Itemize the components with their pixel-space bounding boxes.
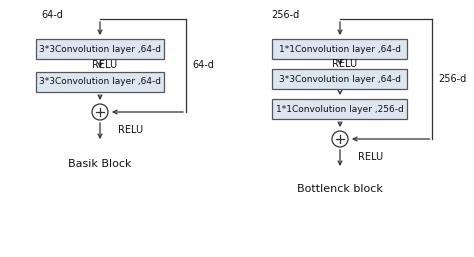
Text: 64-d: 64-d	[41, 10, 63, 20]
FancyBboxPatch shape	[273, 39, 408, 59]
FancyBboxPatch shape	[273, 99, 408, 119]
Text: RELU: RELU	[118, 125, 143, 135]
Text: 64-d: 64-d	[192, 60, 214, 70]
Text: 1*1Convolution layer ,64-d: 1*1Convolution layer ,64-d	[279, 44, 401, 53]
Text: 3*3Convolution layer ,64-d: 3*3Convolution layer ,64-d	[279, 75, 401, 84]
Text: 3*3Convolution layer ,64-d: 3*3Convolution layer ,64-d	[39, 78, 161, 87]
Text: Basik Block: Basik Block	[68, 159, 132, 169]
Text: RELU: RELU	[332, 59, 357, 69]
Text: RELU: RELU	[92, 60, 118, 70]
Text: Bottlenck block: Bottlenck block	[297, 184, 383, 194]
Text: 1*1Convolution layer ,256-d: 1*1Convolution layer ,256-d	[276, 105, 404, 114]
Text: 256-d: 256-d	[271, 10, 299, 20]
Text: 3*3Convolution layer ,64-d: 3*3Convolution layer ,64-d	[39, 44, 161, 53]
FancyBboxPatch shape	[273, 69, 408, 89]
Text: 256-d: 256-d	[438, 74, 467, 84]
Text: RELU: RELU	[358, 152, 383, 162]
FancyBboxPatch shape	[36, 39, 164, 59]
FancyBboxPatch shape	[36, 72, 164, 92]
